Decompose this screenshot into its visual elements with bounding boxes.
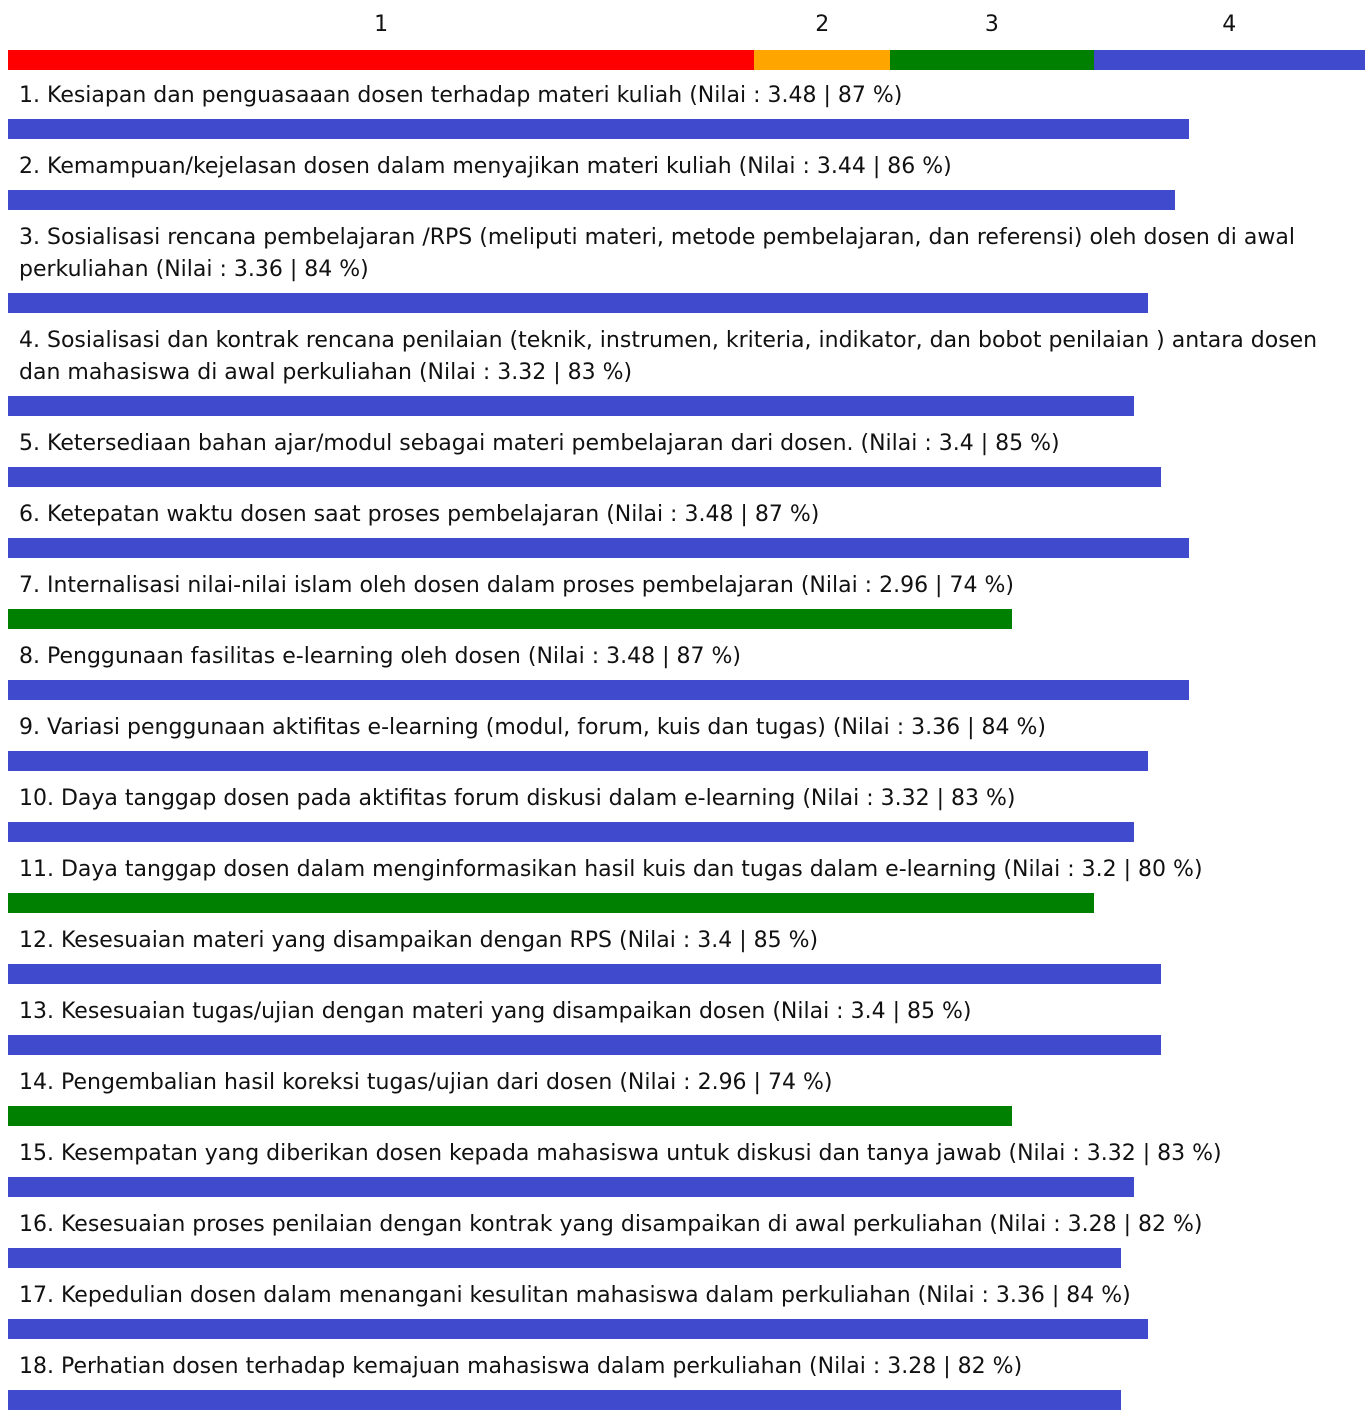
item-bar-5 — [8, 467, 1162, 487]
item-bar-18 — [8, 1390, 1121, 1410]
scale-segment-1 — [8, 50, 755, 70]
item-bar-4 — [8, 396, 1135, 416]
item-label-10: 10. Daya tanggap dosen pada aktifitas fo… — [19, 786, 1016, 811]
item-label-11: 11. Daya tanggap dosen dalam menginforma… — [19, 857, 1203, 882]
rating-scale-bar — [8, 50, 1365, 70]
item-bar-16 — [8, 1248, 1121, 1268]
scale-label-2: 2 — [815, 12, 830, 37]
item-label-15: 15. Kesempatan yang diberikan dosen kepa… — [19, 1141, 1222, 1166]
item-label-1: 1. Kesiapan dan penguasaaan dosen terhad… — [19, 83, 903, 108]
item-label-6: 6. Ketepatan waktu dosen saat proses pem… — [19, 502, 820, 527]
item-bar-12 — [8, 964, 1162, 984]
item-label-16: 16. Kesesuaian proses penilaian dengan k… — [19, 1212, 1203, 1237]
item-label-18: 18. Perhatian dosen terhadap kemajuan ma… — [19, 1354, 1023, 1379]
item-bar-17 — [8, 1319, 1148, 1339]
item-bar-7 — [8, 609, 1013, 629]
item-label-9: 9. Variasi penggunaan aktifitas e-learni… — [19, 715, 1046, 740]
item-label-8: 8. Penggunaan fasilitas e-learning oleh … — [19, 644, 741, 669]
item-bar-2 — [8, 190, 1176, 210]
item-bar-15 — [8, 1177, 1135, 1197]
item-label-17: 17. Kepedulian dosen dalam menangani kes… — [19, 1283, 1131, 1308]
evaluation-items-list: 1. Kesiapan dan penguasaaan dosen terhad… — [8, 83, 1318, 1410]
item-label-3: 3. Sosialisasi rencana pembelajaran /RPS… — [19, 225, 1295, 282]
item-label-4: 4. Sosialisasi dan kontrak rencana penil… — [19, 328, 1318, 385]
item-label-12: 12. Kesesuaian materi yang disampaikan d… — [19, 928, 819, 953]
scale-label-1: 1 — [374, 12, 389, 37]
item-label-14: 14. Pengembalian hasil koreksi tugas/uji… — [19, 1070, 833, 1095]
item-bar-1 — [8, 119, 1189, 139]
scale-segment-3 — [890, 50, 1094, 70]
item-label-2: 2. Kemampuan/kejelasan dosen dalam menya… — [19, 154, 952, 179]
item-bar-9 — [8, 751, 1148, 771]
scale-label-4: 4 — [1222, 12, 1237, 37]
item-label-7: 7. Internalisasi nilai-nilai islam oleh … — [19, 573, 1014, 598]
item-bar-13 — [8, 1035, 1162, 1055]
item-bar-6 — [8, 538, 1189, 558]
item-label-13: 13. Kesesuaian tugas/ujian dengan materi… — [19, 999, 972, 1024]
item-label-5: 5. Ketersediaan bahan ajar/modul sebagai… — [19, 431, 1060, 456]
item-bar-8 — [8, 680, 1189, 700]
scale-label-3: 3 — [984, 12, 999, 37]
item-bar-11 — [8, 893, 1094, 913]
scale-segment-2 — [754, 50, 891, 70]
scale-labels: 1 2 3 4 — [0, 0, 1365, 45]
scale-segment-4 — [1093, 50, 1365, 70]
item-bar-14 — [8, 1106, 1013, 1126]
item-bar-10 — [8, 822, 1135, 842]
item-bar-3 — [8, 293, 1148, 313]
